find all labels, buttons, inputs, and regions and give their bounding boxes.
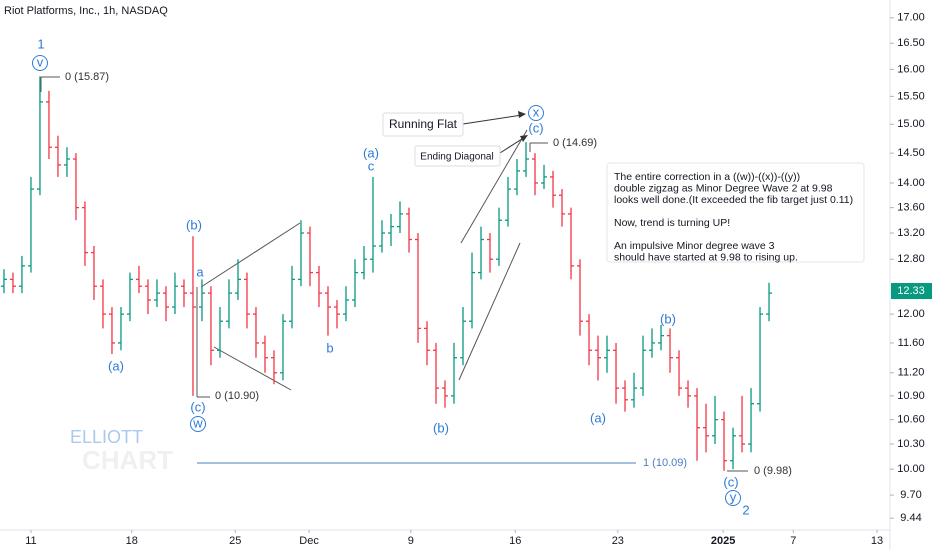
wave-circle [190, 416, 206, 432]
y-tick-label: 11.20 [898, 367, 925, 379]
trend-line [458, 242, 521, 381]
y-tick-label: 15.50 [897, 90, 925, 102]
callout: Ending Diagonal [420, 152, 493, 163]
wave-circle [528, 105, 544, 121]
level-label: 0 (14.69) [553, 137, 597, 149]
last-price-label: 12.33 [897, 285, 925, 297]
y-tick-label: 13.20 [897, 227, 925, 239]
wave-circle [32, 55, 48, 71]
x-tick-label: 11 [25, 535, 36, 547]
wave-label: 1 [37, 36, 44, 51]
wave-label: y [730, 489, 737, 504]
level-label: 0 (9.98) [754, 465, 792, 477]
note-line: The entire correction in a ((w))-((x))-(… [614, 171, 800, 183]
wave-label: b [326, 340, 333, 355]
y-tick-label: 14.00 [897, 177, 925, 189]
y-tick-label: 9.44 [900, 512, 921, 524]
callout: Running Flat [389, 117, 458, 131]
level-label: 0 (10.90) [215, 390, 259, 402]
y-tick-label: 9.70 [900, 489, 921, 501]
chart-title: Riot Platforms, Inc., 1h, NASDAQ [4, 5, 168, 17]
x-tick-label: 23 [612, 535, 624, 547]
note: The entire correction in a ((w))-((x))-(… [614, 171, 853, 264]
y-tick-label: 11.60 [898, 337, 925, 349]
wave-label: (c) [723, 474, 738, 489]
arrow [499, 136, 526, 154]
trend-line [200, 222, 301, 288]
y-tick-label: 10.00 [897, 463, 925, 475]
wave-circle [725, 490, 741, 506]
x-tick-label: 2025 [711, 535, 735, 547]
watermark: ELLIOTT [70, 427, 143, 447]
wave-label: c [368, 158, 375, 173]
wave-label: (a) [108, 358, 124, 373]
note-line: double zigzag as Minor Degree Wave 2 at … [614, 182, 833, 194]
wave-label: (b) [660, 311, 676, 326]
watermark: CHART [82, 445, 173, 475]
wave-label: 2 [742, 502, 749, 517]
x-tick-label: 25 [229, 535, 241, 547]
arrow [462, 114, 523, 125]
y-tick-label: 15.00 [897, 118, 925, 130]
x-tick-label: 16 [509, 535, 521, 547]
x-tick-label: 13 [871, 535, 883, 547]
arrowhead [520, 135, 528, 142]
wave-label: (c) [528, 120, 543, 135]
y-tick-label: 10.30 [897, 438, 925, 450]
trend-line [213, 346, 292, 391]
y-tick-label: 13.60 [897, 202, 925, 214]
y-tick-label: 12.80 [897, 253, 925, 265]
fib-label: 1 (10.09) [643, 457, 687, 469]
wave-label: v [37, 54, 44, 69]
callout-box [414, 145, 501, 167]
callout-box [382, 112, 464, 137]
trend-line [460, 129, 528, 244]
wave-labels: 1 v 0 (15.87) (a) (b) a (c) w 0 (10.90) … [32, 36, 792, 517]
wave-label: (c) [190, 399, 205, 414]
wave-label: w [192, 415, 203, 430]
x-tick-label: 9 [408, 535, 414, 547]
wave-label: (b) [433, 420, 449, 435]
note-box [606, 162, 865, 263]
y-tick-label: 16.00 [897, 63, 925, 75]
y-tick-label: 14.50 [897, 147, 925, 159]
y-tick-label: 10.90 [897, 390, 925, 402]
note-line: An impulsive Minor degree wave 3 [614, 240, 775, 252]
level-label: 0 (15.87) [65, 71, 109, 83]
last-price-box [891, 283, 932, 300]
x-tick-label: Dec [299, 535, 319, 547]
wave-label: (a) [590, 410, 606, 425]
note-line: looks well done.(It exceeded the fib tar… [614, 194, 853, 206]
y-tick-label: 10.60 [897, 414, 925, 426]
x-tick-label: 18 [126, 535, 138, 547]
y-tick-label: 17.00 [897, 12, 925, 24]
ohlc-bars [0, 76, 773, 471]
axes: 17.00 16.50 16.00 15.50 15.00 14.50 14.00 13.60… [25, 12, 932, 547]
wave-label: (b) [186, 217, 202, 232]
y-tick-label: 16.50 [897, 37, 925, 49]
drawings [40, 76, 748, 472]
x-tick-label: 7 [790, 535, 796, 547]
arrowhead [518, 111, 526, 118]
y-tick-label: 12.00 [897, 308, 925, 320]
wave-label: (a) [363, 145, 379, 160]
wave-label: x [533, 104, 540, 119]
note-line: should have started at 9.98 to rising up… [614, 251, 798, 263]
note-line: Now, trend is turning UP! [614, 217, 730, 229]
wave-label: a [196, 264, 204, 279]
